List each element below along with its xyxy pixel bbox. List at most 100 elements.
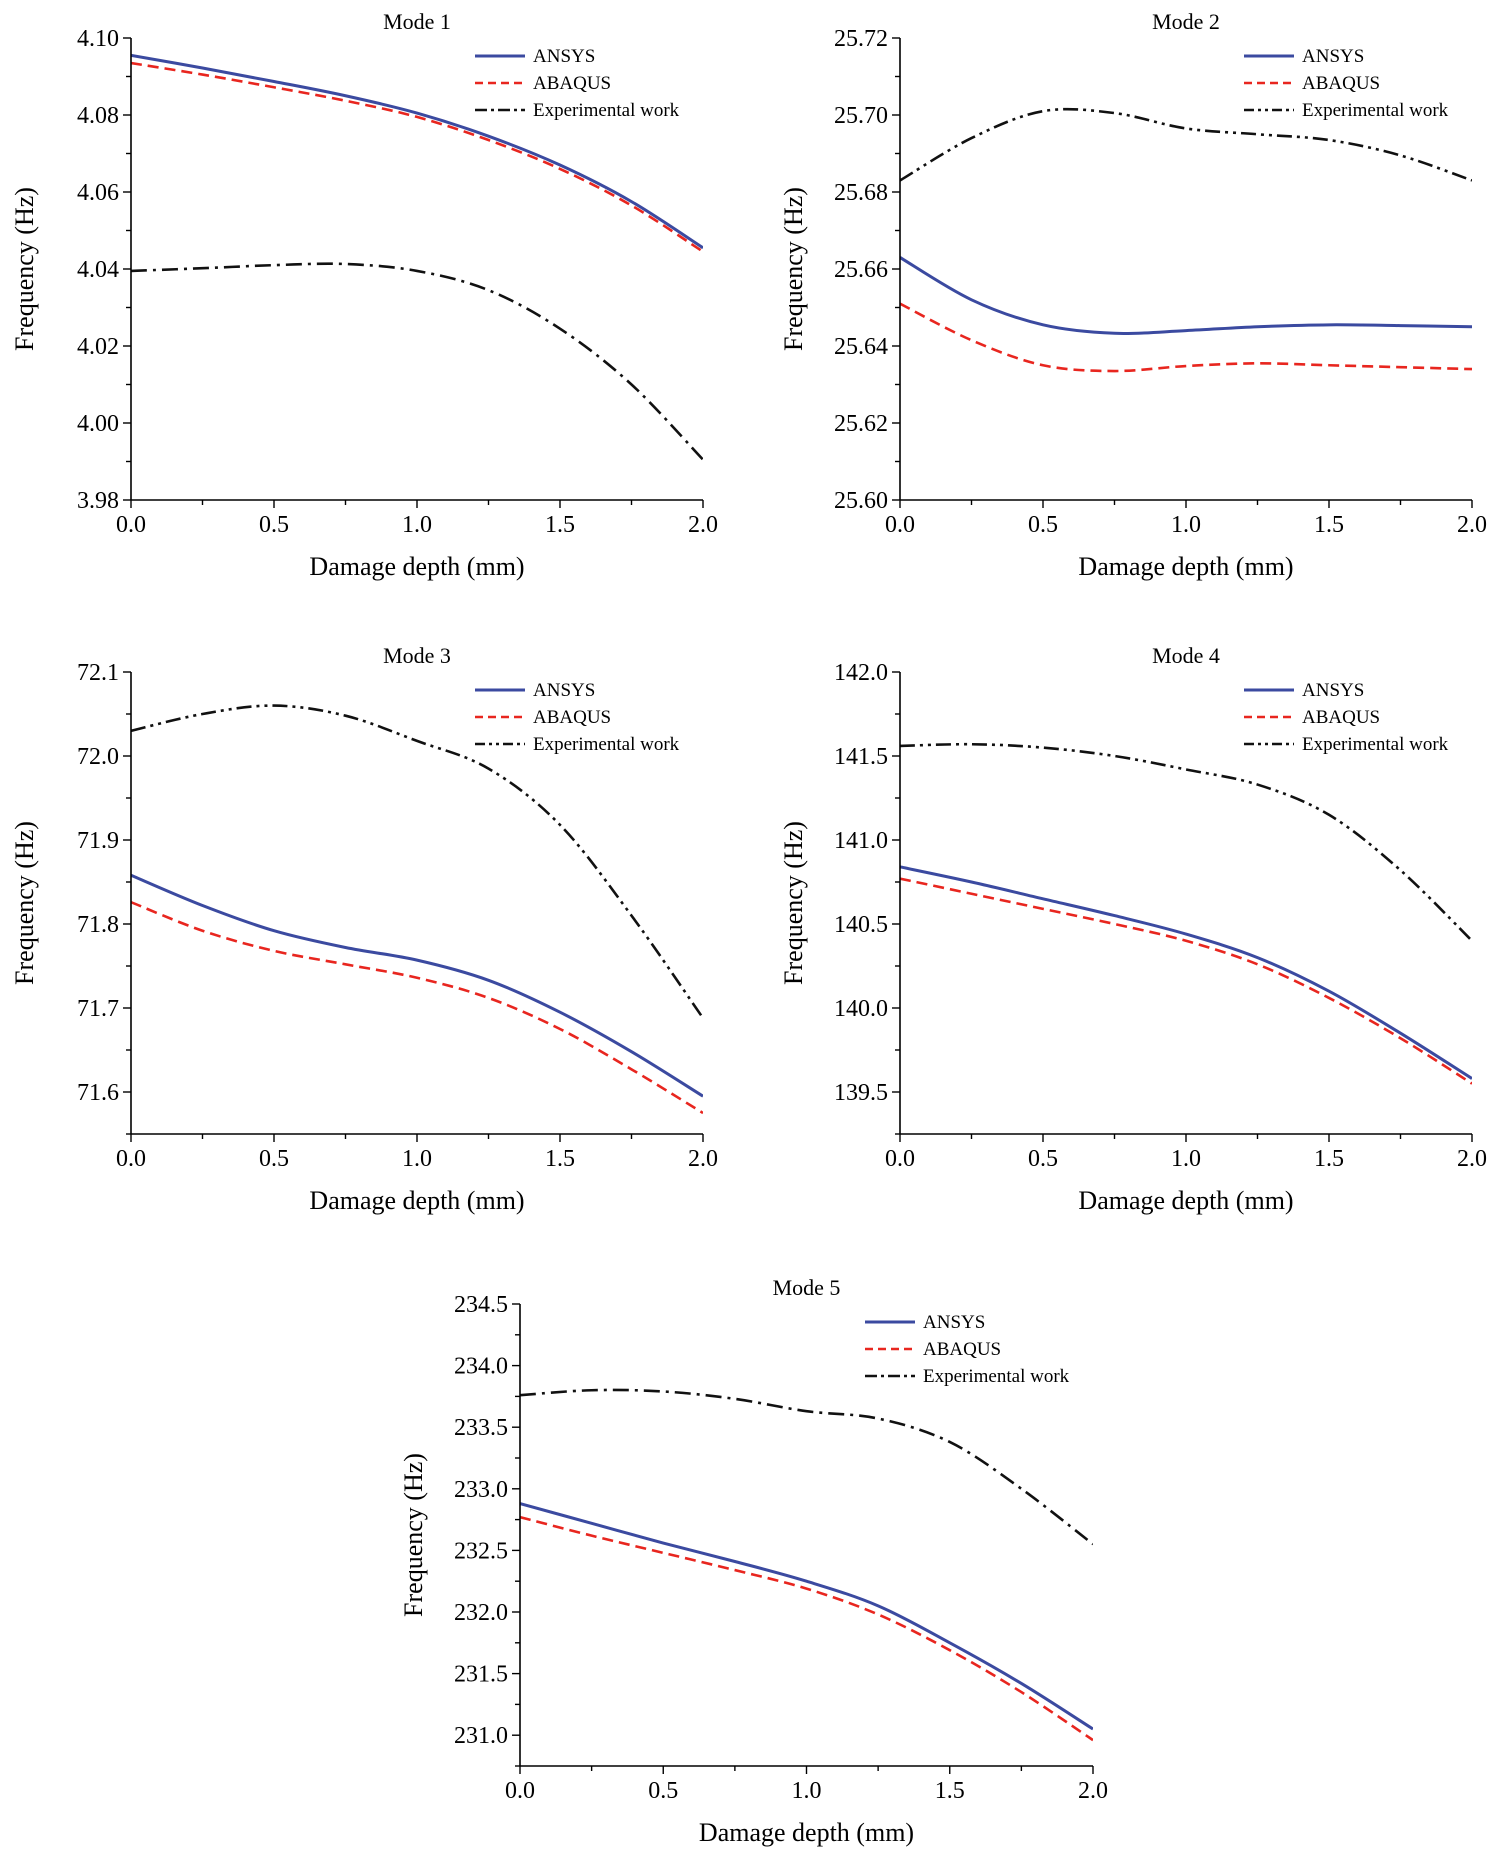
y-tick-label: 25.70	[834, 103, 888, 129]
y-tick-label: 233.0	[454, 1477, 508, 1503]
legend-label: ANSYS	[1302, 46, 1364, 67]
y-tick-label: 4.00	[77, 411, 119, 437]
series-line-experimental-work	[520, 1388, 1093, 1546]
y-tick-label: 71.8	[77, 912, 119, 938]
y-tick-label: 4.08	[77, 103, 119, 129]
x-tick-label: 0.5	[1028, 512, 1058, 538]
x-tick-label: 1.5	[545, 512, 575, 538]
y-axis-label: Frequency (Hz)	[399, 1453, 428, 1617]
legend: ANSYS ABAQUS Experimental work	[475, 680, 680, 755]
legend-label: ABAQUS	[533, 707, 611, 728]
series-line-ansys	[900, 256, 1472, 335]
legend-label: Experimental work	[533, 100, 680, 121]
chart-mode-2: Mode 2 0.0 0.5 1.0 1.5 2.0 25.60 25.62 25.64 25.6…	[779, 9, 1487, 581]
chart-title: Mode 5	[773, 1275, 841, 1300]
x-tick-label: 1.0	[1171, 512, 1201, 538]
x-tick-label: 2.0	[1078, 1778, 1108, 1804]
legend-label: ANSYS	[533, 680, 595, 701]
x-tick-label: 0.0	[885, 1146, 915, 1172]
x-tick-label: 0.0	[116, 512, 146, 538]
legend: ANSYS ABAQUS Experimental work	[865, 1312, 1070, 1387]
legend: ANSYS ABAQUS Experimental work	[475, 46, 680, 121]
chart-title: Mode 4	[1152, 643, 1220, 668]
chart-title: Mode 2	[1152, 9, 1220, 34]
y-tick-label: 4.10	[77, 26, 119, 52]
chart-mode-5: Mode 5 0.0 0.5 1.0 1.5 2.0 231.0 231.5 232.0 232.…	[399, 1275, 1108, 1847]
y-tick-label: 142.0	[834, 660, 888, 686]
y-tick-label: 72.0	[77, 744, 119, 770]
x-tick-label: 1.0	[402, 512, 432, 538]
y-tick-label: 4.06	[77, 180, 119, 206]
y-tick-label: 25.68	[834, 180, 888, 206]
y-tick-label: 232.5	[454, 1538, 508, 1564]
y-tick-label: 71.7	[77, 996, 119, 1022]
y-tick-label: 234.0	[454, 1354, 508, 1380]
y-tick-label: 72.1	[77, 660, 119, 686]
x-tick-label: 1.5	[935, 1778, 965, 1804]
legend-label: ANSYS	[533, 46, 595, 67]
legend-label: ANSYS	[1302, 680, 1364, 701]
series-line-abaqus	[900, 302, 1472, 373]
series-line-ansys	[131, 873, 703, 1098]
legend-label: ABAQUS	[1302, 707, 1380, 728]
series-line-experimental-work	[900, 107, 1472, 182]
y-tick-label: 141.5	[834, 744, 888, 770]
series-line-abaqus	[131, 61, 703, 253]
legend-label: Experimental work	[1302, 100, 1449, 121]
series-line-ansys	[900, 865, 1472, 1080]
y-tick-label: 231.0	[454, 1723, 508, 1749]
legend-label: Experimental work	[1302, 734, 1449, 755]
y-tick-label: 231.5	[454, 1662, 508, 1688]
y-tick-label: 25.62	[834, 411, 888, 437]
x-tick-label: 2.0	[1457, 1146, 1487, 1172]
chart-title: Mode 1	[383, 9, 451, 34]
y-tick-label: 233.5	[454, 1415, 508, 1441]
series-line-ansys	[520, 1502, 1093, 1731]
x-tick-label: 1.0	[1171, 1146, 1201, 1172]
series-line-abaqus	[131, 900, 703, 1115]
y-tick-label: 234.5	[454, 1292, 508, 1318]
y-tick-label: 25.72	[834, 26, 888, 52]
x-tick-label: 2.0	[688, 512, 718, 538]
x-tick-label: 1.0	[792, 1778, 822, 1804]
chart-mode-1: Mode 1 0.0 0.5 1.0 1.5 2.0 3.98 4.00 4.02 4.04 4.0…	[10, 9, 718, 581]
y-tick-label: 25.60	[834, 488, 888, 514]
y-tick-label: 4.02	[77, 334, 119, 360]
y-tick-label: 232.0	[454, 1600, 508, 1626]
chart-mode-4: Mode 4 0.0 0.5 1.0 1.5 2.0 139.5 140.0 140.5 141.…	[779, 643, 1487, 1215]
y-tick-label: 25.66	[834, 257, 888, 283]
y-tick-label: 4.04	[77, 257, 119, 283]
series-line-abaqus	[520, 1515, 1093, 1742]
x-tick-label: 0.5	[1028, 1146, 1058, 1172]
x-tick-label: 2.0	[688, 1146, 718, 1172]
y-tick-label: 140.0	[834, 996, 888, 1022]
x-axis-label: Damage depth (mm)	[699, 1818, 914, 1847]
series-line-experimental-work	[131, 704, 703, 1019]
y-axis-label: Frequency (Hz)	[10, 187, 39, 351]
y-tick-label: 25.64	[834, 334, 888, 360]
legend-label: Experimental work	[923, 1366, 1070, 1387]
series-line-experimental-work	[900, 742, 1472, 942]
x-tick-label: 0.0	[885, 512, 915, 538]
series-line-experimental-work	[131, 262, 703, 461]
x-tick-label: 1.5	[1314, 512, 1344, 538]
x-axis-label: Damage depth (mm)	[309, 1186, 524, 1215]
legend-label: ABAQUS	[923, 1339, 1001, 1360]
y-tick-label: 139.5	[834, 1080, 888, 1106]
legend: ANSYS ABAQUS Experimental work	[1244, 680, 1449, 755]
legend-label: ANSYS	[923, 1312, 985, 1333]
y-tick-label: 3.98	[77, 488, 119, 514]
legend-label: Experimental work	[533, 734, 680, 755]
chart-mode-3: Mode 3 0.0 0.5 1.0 1.5 2.0 71.6 71.7 71.8 71.9 72.…	[10, 643, 718, 1215]
y-tick-label: 140.5	[834, 912, 888, 938]
y-tick-label: 71.9	[77, 828, 119, 854]
legend-label: ABAQUS	[533, 73, 611, 94]
x-tick-label: 0.0	[505, 1778, 535, 1804]
y-tick-label: 71.6	[77, 1080, 119, 1106]
y-axis-label: Frequency (Hz)	[10, 821, 39, 985]
y-axis-label: Frequency (Hz)	[779, 187, 808, 351]
x-axis-label: Damage depth (mm)	[1078, 1186, 1293, 1215]
chart-title: Mode 3	[383, 643, 451, 668]
x-tick-label: 1.5	[1314, 1146, 1344, 1172]
